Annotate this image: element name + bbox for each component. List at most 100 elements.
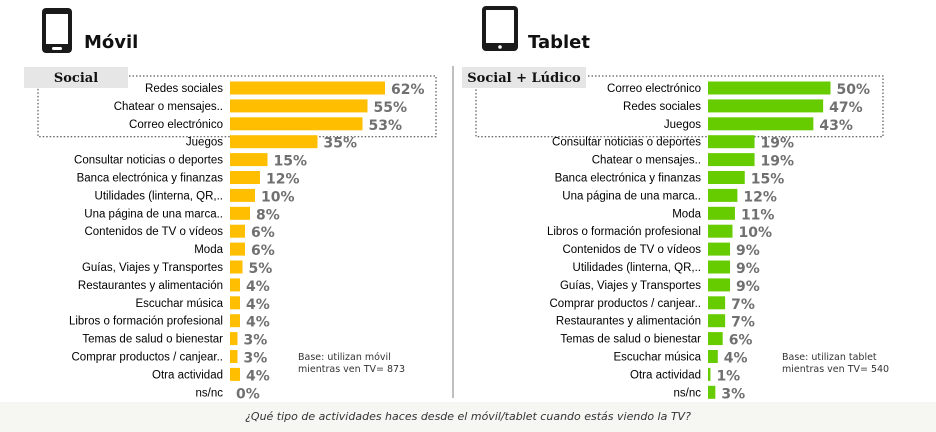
value-label: 0% bbox=[236, 386, 260, 402]
bar bbox=[708, 117, 814, 131]
bar bbox=[230, 188, 255, 202]
bar bbox=[708, 367, 711, 381]
category-label: Comprar productos / canjear.. bbox=[72, 352, 224, 364]
bar bbox=[230, 171, 260, 184]
value-label: 6% bbox=[729, 333, 753, 349]
value-label: 62% bbox=[391, 82, 425, 98]
value-label: 4% bbox=[724, 351, 748, 367]
category-label: Juegos bbox=[664, 119, 701, 131]
survey-question: ¿Qué tipo de actividades haces desde el … bbox=[245, 410, 691, 423]
value-label: 19% bbox=[761, 154, 795, 170]
value-label: 7% bbox=[731, 297, 755, 313]
bar bbox=[708, 332, 723, 346]
category-label: Utilidades (linterna, QR,.. bbox=[95, 190, 223, 202]
bar bbox=[230, 224, 245, 238]
group-tag-label: Social + Lúdico bbox=[467, 71, 581, 86]
category-label: Consultar noticias o deportes bbox=[552, 137, 701, 149]
bar bbox=[230, 332, 238, 346]
category-label: Temas de salud o bienestar bbox=[560, 334, 701, 346]
bar bbox=[230, 314, 240, 328]
group-tag bbox=[462, 67, 586, 88]
value-label: 7% bbox=[731, 315, 755, 331]
value-label: 50% bbox=[837, 82, 871, 98]
category-label: Moda bbox=[194, 244, 223, 256]
category-label: Libros o formación profesional bbox=[69, 316, 223, 328]
category-label: Redes sociales bbox=[145, 83, 223, 95]
category-label: Contenidos de TV o vídeos bbox=[562, 244, 701, 256]
value-label: 4% bbox=[246, 297, 270, 313]
value-label: 15% bbox=[274, 154, 308, 170]
bar bbox=[708, 242, 731, 256]
value-label: 12% bbox=[266, 172, 300, 188]
value-label: 9% bbox=[736, 261, 760, 277]
value-label: 6% bbox=[251, 243, 275, 259]
bar bbox=[230, 206, 250, 220]
value-label: 8% bbox=[256, 207, 280, 223]
value-label: 55% bbox=[374, 100, 408, 116]
bar bbox=[230, 367, 240, 381]
category-label: Correo electrónico bbox=[129, 119, 223, 131]
bar bbox=[230, 81, 385, 95]
value-label: 47% bbox=[829, 100, 863, 116]
footer-band bbox=[0, 402, 936, 432]
value-label: 5% bbox=[249, 261, 273, 277]
bar bbox=[230, 260, 243, 274]
bar bbox=[230, 117, 363, 131]
tablet-screen bbox=[486, 10, 514, 43]
category-label: Redes sociales bbox=[623, 101, 701, 113]
base-note: mientras ven TV= 540 bbox=[782, 364, 889, 375]
bar bbox=[708, 81, 831, 95]
value-label: 9% bbox=[736, 279, 760, 295]
category-label: Chatear o mensajes.. bbox=[592, 155, 701, 167]
value-label: 43% bbox=[819, 118, 853, 134]
bar bbox=[708, 206, 735, 220]
category-label: Guías, Viajes y Transportes bbox=[560, 280, 701, 292]
value-label: 3% bbox=[244, 333, 268, 349]
value-label: 3% bbox=[721, 386, 745, 402]
category-label: Restaurantes y alimentación bbox=[78, 280, 223, 292]
base-note: Base: utilizan móvil bbox=[298, 352, 391, 363]
value-label: 35% bbox=[324, 136, 358, 152]
bar bbox=[230, 296, 240, 310]
bar bbox=[230, 242, 245, 256]
category-label: ns/nc bbox=[196, 387, 224, 399]
category-label: Consultar noticias o deportes bbox=[74, 155, 223, 167]
category-label: Banca electrónica y finanzas bbox=[77, 173, 224, 185]
group-tag bbox=[24, 67, 128, 88]
group-box bbox=[475, 75, 884, 138]
value-label: 3% bbox=[244, 351, 268, 367]
bar bbox=[230, 135, 318, 149]
category-label: Escuchar música bbox=[135, 298, 223, 310]
bar bbox=[708, 224, 733, 238]
movil-panel: Móvil Social Redes sociales 62% Chatear o me… bbox=[24, 8, 437, 402]
group-box bbox=[37, 75, 437, 138]
bar bbox=[708, 260, 731, 274]
category-label: Escuchar música bbox=[613, 352, 701, 364]
value-label: 4% bbox=[246, 279, 270, 295]
tablet-icon bbox=[482, 6, 518, 51]
category-label: Chatear o mensajes.. bbox=[114, 101, 223, 113]
value-label: 15% bbox=[751, 172, 785, 188]
tablet-home-button bbox=[498, 45, 502, 49]
base-note: mientras ven TV= 873 bbox=[298, 364, 405, 375]
bar bbox=[708, 153, 755, 167]
bar bbox=[708, 171, 745, 184]
category-label: Correo electrónico bbox=[607, 83, 701, 95]
bar bbox=[708, 350, 718, 363]
category-label: Juegos bbox=[186, 137, 223, 149]
bar bbox=[708, 278, 731, 292]
category-label: Una página de una marca.. bbox=[562, 190, 701, 202]
bar bbox=[708, 135, 755, 149]
phone-screen bbox=[46, 14, 68, 44]
base-note: Base: utilizan tablet bbox=[782, 352, 877, 363]
value-label: 19% bbox=[761, 136, 795, 152]
value-label: 53% bbox=[369, 118, 403, 134]
phone-home-button bbox=[52, 47, 62, 50]
group-tag-label: Social bbox=[54, 71, 98, 86]
bar bbox=[708, 385, 716, 399]
category-label: Otra actividad bbox=[152, 369, 223, 381]
panel-title: Móvil bbox=[84, 32, 138, 53]
bar bbox=[230, 350, 238, 363]
category-label: Otra actividad bbox=[630, 369, 701, 381]
